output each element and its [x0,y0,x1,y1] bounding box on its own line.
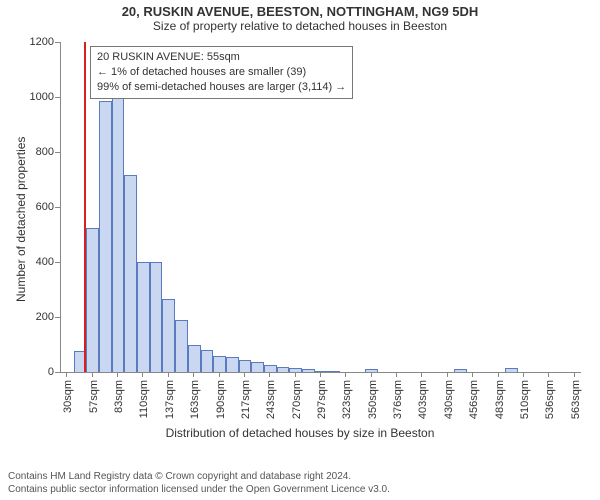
x-tick-label: 323sqm [341,380,353,419]
x-tick-mark [447,372,448,377]
histogram-bar [150,262,163,372]
histogram-bar [175,320,188,372]
x-tick-mark [320,372,321,377]
histogram-bar [226,357,239,372]
callout-line2: ← 1% of detached houses are smaller (39) [97,65,346,80]
footer-line1: Contains HM Land Registry data © Crown c… [8,470,390,483]
x-tick-mark [244,372,245,377]
x-tick-label: 217sqm [240,380,252,419]
chart-subtitle: Size of property relative to detached ho… [0,19,600,35]
y-tick-mark [55,152,60,153]
x-tick-mark [472,372,473,377]
chart-container: 20, RUSKIN AVENUE, BEESTON, NOTTINGHAM, … [0,0,600,500]
x-tick-mark [574,372,575,377]
subject-marker-line [84,42,86,372]
x-tick-mark [142,372,143,377]
x-tick-mark [421,372,422,377]
x-tick-label: 563sqm [570,380,582,419]
x-tick-mark [92,372,93,377]
x-tick-label: 83sqm [113,380,125,413]
y-tick-mark [55,42,60,43]
x-axis-label: Distribution of detached houses by size … [0,426,600,440]
x-tick-mark [117,372,118,377]
y-axis-label: Number of detached properties [14,137,28,302]
histogram-bar [137,262,150,372]
histogram-bar [112,76,125,372]
histogram-bar [201,350,214,372]
x-tick-label: 483sqm [494,380,506,419]
y-tick-label: 200 [0,311,54,323]
x-tick-label: 510sqm [519,380,531,419]
callout-line3: 99% of semi-detached houses are larger (… [97,80,346,95]
y-tick-mark [55,372,60,373]
x-tick-label: 137sqm [164,380,176,419]
x-tick-mark [295,372,296,377]
x-tick-label: 297sqm [316,380,328,419]
footer: Contains HM Land Registry data © Crown c… [8,470,390,496]
y-tick-label: 1000 [0,91,54,103]
histogram-bar [264,365,277,372]
histogram-bar [327,371,340,372]
x-tick-mark [548,372,549,377]
callout-box: 20 RUSKIN AVENUE: 55sqm ← 1% of detached… [90,46,353,99]
histogram-bar [505,368,518,372]
x-tick-label: 243sqm [265,380,277,419]
histogram-bar [99,101,112,372]
x-tick-label: 163sqm [189,380,201,419]
footer-line2: Contains public sector information licen… [8,483,390,496]
x-tick-mark [396,372,397,377]
x-tick-label: 270sqm [291,380,303,419]
x-tick-label: 350sqm [367,380,379,419]
callout-line1: 20 RUSKIN AVENUE: 55sqm [97,50,346,65]
x-tick-mark [168,372,169,377]
y-tick-label: 0 [0,366,54,378]
histogram-bar [251,362,264,372]
y-tick-mark [55,317,60,318]
y-tick-label: 1200 [0,36,54,48]
x-tick-mark [498,372,499,377]
x-tick-label: 376sqm [392,380,404,419]
histogram-bar [302,369,315,372]
x-tick-label: 430sqm [443,380,455,419]
x-tick-mark [371,372,372,377]
histogram-bar [162,299,175,372]
x-tick-mark [269,372,270,377]
x-tick-mark [193,372,194,377]
chart-title: 20, RUSKIN AVENUE, BEESTON, NOTTINGHAM, … [0,0,600,19]
x-tick-label: 456sqm [468,380,480,419]
x-tick-label: 57sqm [88,380,100,413]
y-tick-mark [55,262,60,263]
histogram-bar [454,369,467,372]
histogram-bar [124,175,137,372]
x-tick-label: 190sqm [215,380,227,419]
x-tick-mark [523,372,524,377]
x-tick-mark [66,372,67,377]
x-tick-mark [345,372,346,377]
histogram-bar [188,345,201,373]
histogram-bar [239,360,252,372]
y-tick-mark [55,97,60,98]
x-tick-mark [219,372,220,377]
y-tick-mark [55,207,60,208]
histogram-bar [86,228,99,372]
x-tick-label: 536sqm [544,380,556,419]
histogram-bar [277,367,290,373]
x-tick-label: 403sqm [417,380,429,419]
histogram-bar [213,356,226,373]
x-tick-label: 110sqm [138,380,150,418]
x-tick-label: 30sqm [62,380,74,413]
